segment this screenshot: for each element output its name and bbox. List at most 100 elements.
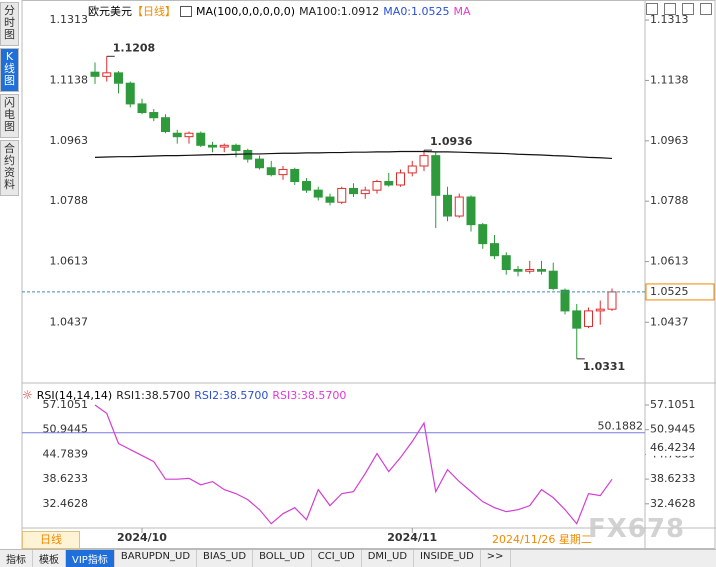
legend-entry: MA0:1.0525: [383, 4, 450, 18]
candle-body: [231, 144, 241, 151]
candle-body: [325, 196, 335, 203]
candle-body: [90, 71, 100, 77]
candle-body: [372, 181, 382, 191]
tab[interactable]: >>: [481, 550, 511, 567]
y-tick-label: 38.6233: [650, 472, 696, 485]
legend-entry: RSI2:38.5700: [194, 388, 269, 402]
candle-body: [478, 224, 488, 245]
candle-body: [537, 268, 546, 272]
legend-entry: MA100:1.0912: [299, 4, 380, 18]
candle-body: [595, 308, 605, 312]
candle-body: [513, 268, 523, 272]
y-tick-label-left: 1.1138: [50, 73, 89, 86]
candle-body: [302, 181, 311, 191]
indicator: MA(100,0,0,0,0,0): [196, 4, 296, 18]
x-tick-label: 2024/11: [387, 531, 437, 544]
tab[interactable]: DMI_UD: [362, 550, 415, 567]
tab[interactable]: BARUPDN_UD: [115, 550, 198, 567]
candle-body: [384, 181, 394, 186]
tab[interactable]: 模板: [33, 550, 66, 567]
current-label: 46.4234: [650, 441, 696, 454]
y-tick-label: 32.4628: [650, 497, 696, 510]
y-tick-label-left: 38.6233: [43, 472, 89, 485]
y-tick-label: 1.0437: [650, 315, 689, 328]
legend-entry: RSI3:38.5700: [272, 388, 347, 402]
y-tick-label-left: 1.0613: [50, 255, 89, 268]
price-header: 欧元美元 【日线】 MA(100,0,0,0,0,0) MA100:1.0912…: [88, 3, 471, 19]
last-price-box: [645, 283, 715, 301]
y-tick-label-left: 1.0963: [50, 134, 89, 147]
candle-body: [572, 310, 582, 329]
candle-body: [102, 72, 112, 77]
tab[interactable]: INSIDE_UD: [414, 550, 481, 567]
y-tick-label: 1.0613: [650, 255, 689, 268]
watermark: FX678: [588, 514, 686, 544]
y-tick-label-left: 44.7839: [43, 447, 89, 460]
reference-label: 50.1882: [598, 420, 644, 433]
candle-body: [137, 103, 147, 114]
button[interactable]: [700, 3, 712, 15]
side-tab[interactable]: 合约资料: [0, 140, 19, 196]
side-tab[interactable]: K线图: [0, 48, 19, 92]
candle-body: [125, 82, 135, 105]
candle-body: [114, 72, 123, 84]
side-tab[interactable]: 分时图: [0, 2, 19, 46]
title: RSI(14,14,14): [36, 388, 113, 402]
candle-body: [337, 187, 347, 203]
candle-body: [454, 196, 464, 217]
candle-body: [396, 172, 405, 186]
button[interactable]: [682, 3, 694, 15]
candle-body: [208, 144, 217, 148]
candle-body: [149, 112, 159, 119]
icon[interactable]: ☼: [22, 388, 33, 402]
tab[interactable]: 指标: [0, 550, 33, 567]
candle-body: [196, 132, 206, 146]
candle-body: [407, 165, 417, 174]
title: 欧元美元: [88, 5, 132, 18]
tab[interactable]: BOLL_UD: [253, 550, 312, 567]
rsi-header: ☼ RSI(14,14,14) RSI1:38.5700 RSI2:38.5700…: [22, 388, 346, 402]
candle-body: [560, 289, 570, 312]
tab[interactable]: VIP指标: [66, 550, 115, 567]
candle-body: [490, 243, 499, 257]
candle-body: [360, 189, 370, 195]
period-button[interactable]: 日线: [22, 531, 80, 549]
candle-body: [184, 132, 194, 138]
toolbar: [646, 3, 712, 15]
bottom-tabs: 指标 模板 VIP指标 BARUPDN_UD BIAS_UD BOLL_UD CCI_UD D…: [0, 549, 716, 567]
candle-body: [501, 255, 511, 270]
ma-line: [94, 150, 613, 160]
y-tick-label-left: 57.1051: [43, 398, 89, 411]
button[interactable]: [664, 3, 676, 15]
y-tick-label-left: 1.1313: [50, 13, 89, 26]
candle-body: [255, 158, 264, 169]
candle-body: [443, 194, 452, 217]
icon[interactable]: [180, 5, 192, 17]
y-tick-label: 1.0963: [650, 134, 689, 147]
candle-body: [584, 310, 593, 327]
y-tick-label: 1.1313: [650, 13, 689, 26]
annotation: 1.0331: [583, 360, 625, 373]
candle-body: [525, 268, 535, 272]
y-tick-label: 57.1051: [650, 398, 696, 411]
frame: [21, 0, 716, 549]
tab[interactable]: CCI_UD: [312, 550, 362, 567]
tab[interactable]: BIAS_UD: [197, 550, 254, 567]
candle-body: [219, 144, 229, 148]
y-tick-label-left: 1.0437: [50, 315, 89, 328]
legend-entry: MA: [453, 4, 471, 18]
button[interactable]: [646, 3, 658, 15]
y-tick-label: 1.1138: [650, 73, 689, 86]
period: 【日线】: [132, 5, 176, 18]
legend-entry: RSI1:38.5700: [116, 388, 191, 402]
candle-body: [607, 291, 617, 310]
annotation: 1.1208: [113, 41, 155, 54]
rsi-line: [94, 404, 613, 525]
candle-body: [266, 167, 276, 176]
candle-body: [466, 196, 476, 226]
y-tick-label: 1.0788: [650, 194, 689, 207]
candle-body: [278, 168, 288, 176]
candle-body: [431, 155, 441, 196]
side-tab[interactable]: 闪电图: [0, 94, 19, 138]
